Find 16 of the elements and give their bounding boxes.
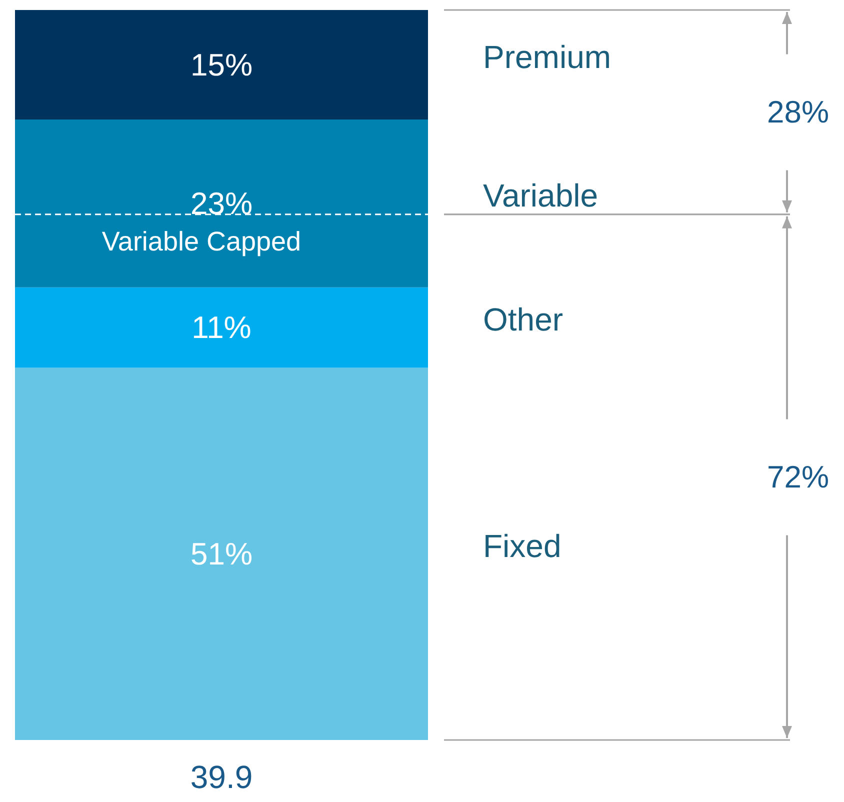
series-label: Premium [483, 38, 612, 75]
series-label: Other [483, 302, 564, 338]
text: 72% [766, 460, 830, 495]
data-label: 23% [190, 186, 253, 221]
bar [15, 120, 428, 288]
data-label: 15% [190, 47, 253, 82]
bar [15, 10, 428, 120]
data-label: 51% [190, 536, 253, 572]
data-label: 11% [192, 310, 252, 346]
text: 39.9 [190, 759, 253, 795]
bar [15, 287, 428, 368]
ref-line-label: Variable Capped [102, 226, 302, 256]
series-label: Fixed [483, 528, 562, 564]
series-label: Variable [483, 177, 598, 214]
text: 28% [766, 94, 830, 130]
bar [15, 368, 428, 740]
